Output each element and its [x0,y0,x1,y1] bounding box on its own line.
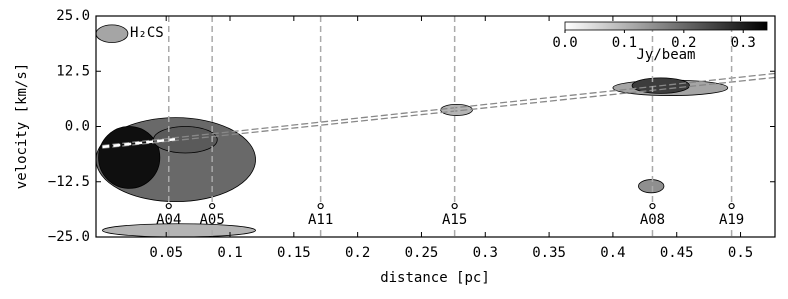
marker [649,202,656,210]
x-axis-title: distance [pc] [380,270,490,286]
colorbar-label: Jy/beam [636,47,695,63]
molecule-label: H₂CS [130,25,164,41]
emission-region [638,179,665,194]
x-tick-label: 0.2 [345,245,370,261]
x-tick-label: 0.25 [405,245,439,261]
marker [209,202,216,210]
y-tick-label: 0.0 [65,119,90,135]
y-tick-label: 12.5 [56,63,90,79]
marker [317,202,324,210]
x-tick-label: 0.4 [600,245,625,261]
x-tick-label: 0.1 [217,245,242,261]
emission-region [98,126,161,189]
fit-line [102,137,180,149]
marker-label: A08 [640,212,665,228]
fit-line [102,72,775,147]
emission-region [96,24,129,43]
marker [728,202,735,210]
marker [165,202,172,210]
x-tick-label: 0.5 [728,245,753,261]
x-tick-label: 0.05 [149,245,183,261]
y-tick-label: −12.5 [48,174,90,190]
plot [96,24,775,237]
emission-region [440,104,473,116]
colorbar-tick-label: 0.2 [671,35,696,51]
x-tick-label: 0.3 [473,245,498,261]
colorbar-tick-label: 0.1 [612,35,637,51]
x-tick-label: 0.35 [532,245,566,261]
colorbar-tick-label: 0.3 [731,35,756,51]
marker-label: A04 [156,212,181,228]
fit-line [102,76,775,149]
y-tick-label: 25.0 [56,8,90,24]
marker-label: A05 [199,212,224,228]
marker-label: A19 [719,212,744,228]
colorbar [564,21,768,31]
marker-label: A15 [442,212,467,228]
colorbar-tick-label: 0.0 [552,35,577,51]
marker [451,202,458,210]
marker-label: A11 [308,212,333,228]
y-tick-label: −25.0 [48,229,90,245]
y-axis-title: velocity [km/s] [14,63,30,189]
x-tick-label: 0.15 [277,245,311,261]
x-tick-label: 0.45 [660,245,694,261]
